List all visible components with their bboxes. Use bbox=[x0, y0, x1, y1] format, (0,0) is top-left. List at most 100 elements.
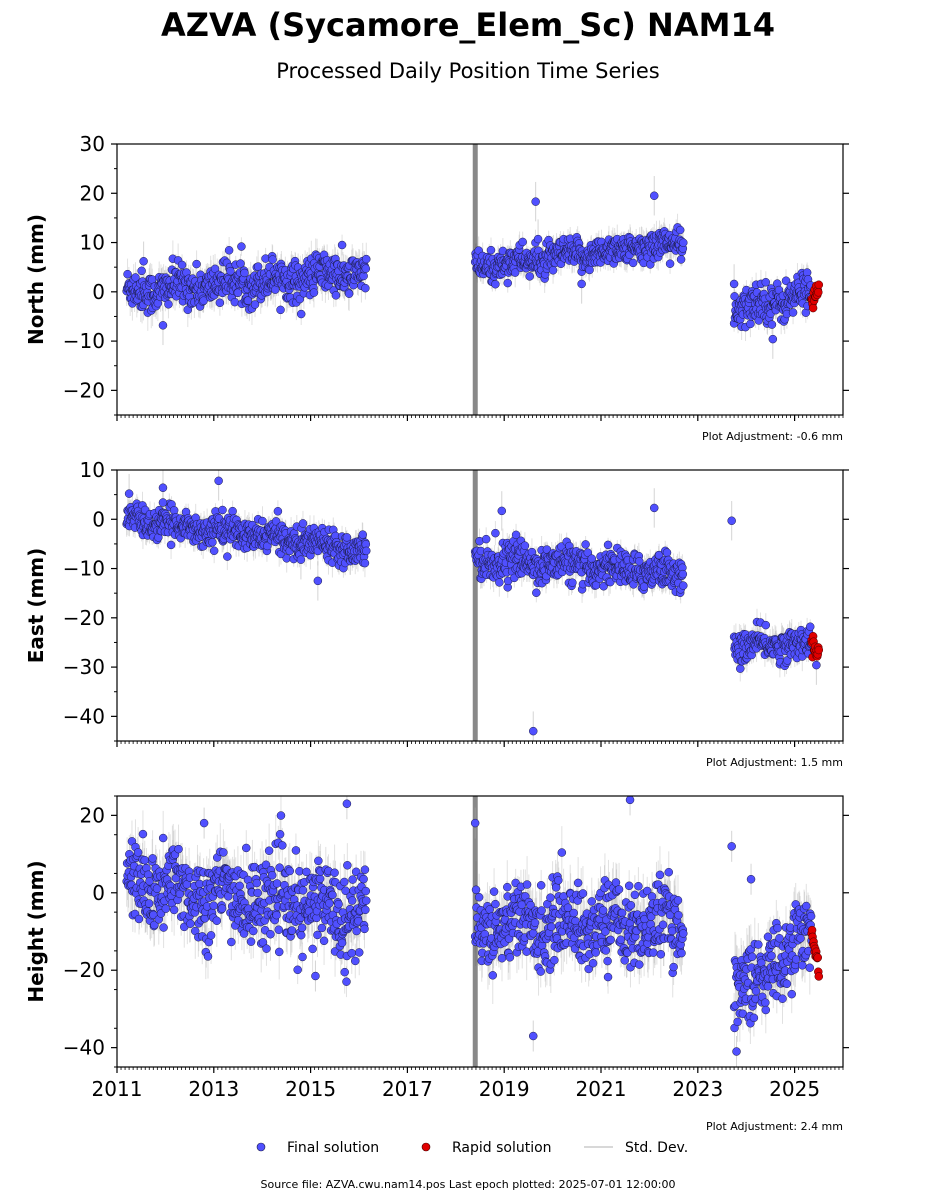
final-point bbox=[761, 620, 771, 630]
final-point bbox=[768, 334, 778, 344]
final-point bbox=[268, 255, 277, 264]
y-tick-label: 0 bbox=[92, 280, 105, 304]
final-point bbox=[230, 297, 240, 307]
final-point bbox=[362, 254, 371, 264]
std-dev-bars bbox=[126, 470, 817, 741]
y-tick-label: 30 bbox=[80, 132, 105, 156]
final-point bbox=[139, 257, 148, 266]
final-point bbox=[258, 516, 267, 526]
final-point bbox=[228, 506, 237, 516]
final-point bbox=[358, 530, 367, 539]
final-point bbox=[531, 197, 540, 206]
final-point bbox=[548, 266, 558, 275]
final-point bbox=[276, 305, 285, 315]
final-point bbox=[486, 245, 496, 255]
plot-area bbox=[122, 144, 824, 415]
final-point bbox=[209, 546, 219, 556]
startup-std-dev-band bbox=[472, 144, 478, 415]
final-point bbox=[736, 664, 745, 673]
final-point bbox=[166, 540, 176, 550]
y-tick-label: −10 bbox=[63, 329, 105, 353]
final-point bbox=[533, 234, 543, 244]
final-point bbox=[360, 558, 370, 568]
final-point bbox=[177, 260, 187, 270]
final-point bbox=[158, 321, 168, 330]
final-point bbox=[250, 300, 260, 309]
final-point bbox=[781, 276, 791, 285]
north-panel: −20 −10 0 10 20 30 North (mm) Plot Adjustment: … bbox=[24, 132, 849, 443]
plot-area bbox=[122, 470, 824, 741]
startup-std-dev-band bbox=[472, 470, 478, 741]
final-point bbox=[628, 258, 638, 268]
final-point bbox=[510, 268, 520, 277]
plot-adjustment-label: Plot Adjustment: -0.6 mm bbox=[702, 430, 843, 443]
final-point bbox=[273, 507, 283, 516]
final-point bbox=[518, 237, 527, 247]
final-point bbox=[729, 279, 739, 289]
final-point bbox=[635, 557, 644, 566]
final-point bbox=[649, 191, 659, 200]
rapid-point bbox=[814, 280, 824, 290]
y-axis-label: North (mm) bbox=[24, 214, 48, 345]
final-point bbox=[223, 552, 232, 561]
final-point bbox=[583, 548, 593, 557]
final-point bbox=[210, 264, 220, 274]
final-point bbox=[665, 259, 675, 268]
final-point bbox=[215, 298, 225, 308]
final-point bbox=[253, 262, 263, 271]
final-point bbox=[603, 540, 613, 550]
final-point bbox=[208, 537, 217, 547]
final-point bbox=[503, 278, 512, 288]
final-point bbox=[511, 530, 521, 540]
figure-title: AZVA (Sycamore_Elem_Sc) NAM14 bbox=[161, 6, 775, 44]
final-point bbox=[746, 319, 755, 329]
final-point bbox=[331, 291, 341, 300]
figure-subtitle: Processed Daily Position Time Series bbox=[276, 59, 660, 83]
final-point bbox=[361, 283, 370, 293]
final-point bbox=[639, 582, 649, 591]
final-point bbox=[282, 554, 291, 563]
final-point bbox=[581, 540, 590, 549]
final-point bbox=[295, 294, 305, 304]
y-tick-label: 20 bbox=[80, 181, 105, 205]
final-point bbox=[131, 273, 140, 282]
final-point bbox=[525, 272, 534, 281]
final-point bbox=[767, 320, 777, 329]
final-point bbox=[577, 279, 586, 289]
final-point bbox=[662, 548, 672, 557]
final-point bbox=[678, 569, 688, 579]
final-solution-points bbox=[122, 476, 821, 736]
final-point bbox=[362, 546, 371, 556]
final-point bbox=[309, 288, 319, 297]
final-point bbox=[233, 288, 243, 298]
final-point bbox=[532, 588, 541, 598]
rapid-point bbox=[808, 303, 818, 313]
final-point bbox=[761, 277, 771, 287]
y-tick-label: −20 bbox=[63, 378, 105, 402]
final-point bbox=[263, 541, 272, 551]
rapid-point bbox=[814, 288, 823, 297]
final-point bbox=[495, 578, 504, 587]
final-point bbox=[240, 268, 249, 278]
final-point bbox=[224, 246, 234, 255]
final-solution-points bbox=[122, 191, 816, 344]
final-point bbox=[568, 578, 577, 587]
final-point bbox=[218, 505, 227, 515]
final-point bbox=[226, 266, 235, 276]
final-point bbox=[192, 259, 201, 269]
final-point bbox=[491, 528, 500, 538]
final-point bbox=[342, 533, 352, 542]
final-point bbox=[679, 238, 688, 247]
final-point bbox=[788, 308, 798, 317]
final-point bbox=[164, 300, 173, 309]
final-point bbox=[123, 269, 132, 279]
final-point bbox=[337, 240, 347, 250]
final-point bbox=[344, 289, 354, 298]
final-point bbox=[491, 279, 500, 289]
final-point bbox=[675, 225, 685, 235]
final-point bbox=[679, 581, 688, 590]
final-point bbox=[243, 296, 253, 305]
y-tick-label: 10 bbox=[80, 231, 105, 255]
